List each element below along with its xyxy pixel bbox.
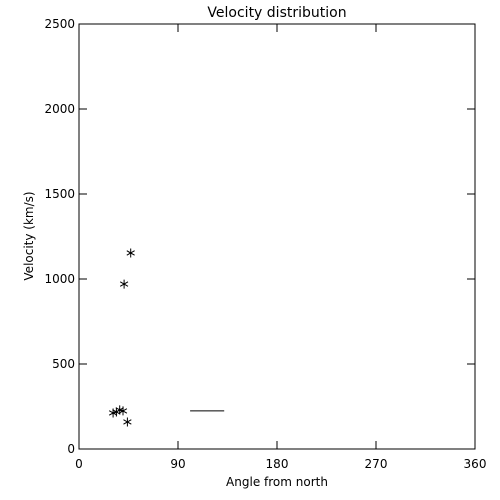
y-tick-label: 500 xyxy=(52,357,75,371)
data-point xyxy=(126,248,135,258)
y-axis-label: Velocity (km/s) xyxy=(22,191,36,280)
plot-frame xyxy=(78,23,476,450)
y-tick-label: 2000 xyxy=(44,102,75,116)
data-point xyxy=(118,406,128,416)
y-tick-label: 0 xyxy=(67,442,75,456)
x-tick-label: 270 xyxy=(365,457,388,471)
data-point xyxy=(119,279,129,289)
data-point xyxy=(123,417,132,427)
x-tick-label: 180 xyxy=(266,457,289,471)
y-tick-label: 1000 xyxy=(44,272,75,286)
y-tick-label: 2500 xyxy=(44,17,75,31)
x-tick-label: 360 xyxy=(464,457,487,471)
x-axis-label: Angle from north xyxy=(226,475,328,489)
chart-title: Velocity distribution xyxy=(207,5,346,21)
y-tick-label: 1500 xyxy=(44,187,75,201)
x-tick-label: 0 xyxy=(75,457,83,471)
x-tick-label: 90 xyxy=(170,457,185,471)
